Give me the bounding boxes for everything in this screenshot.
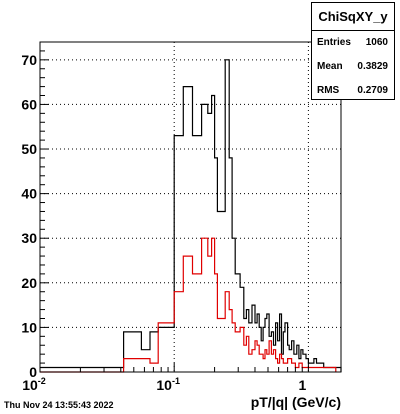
y-tick-label: 50	[21, 141, 37, 157]
x-tick-label: 10-2	[22, 376, 46, 393]
stats-entries-row: Entries 1060	[312, 31, 394, 55]
y-tick-label: 0	[29, 364, 37, 380]
y-tick-label: 10	[21, 319, 37, 335]
stats-title: ChiSqXY_y	[312, 3, 394, 31]
stats-rms-label: RMS	[317, 85, 340, 96]
x-tick-label: 1	[298, 377, 306, 393]
stats-mean-value: 0.3829	[357, 61, 388, 72]
stats-rms-row: RMS 0.2709	[312, 79, 394, 103]
stats-mean-row: Mean 0.3829	[312, 55, 394, 79]
histogram-black-series	[40, 59, 342, 372]
x-tick-label: 10-1	[156, 376, 180, 393]
histogram-red-series	[40, 237, 337, 373]
stats-rms-value: 0.2709	[357, 85, 388, 96]
histogram-series	[40, 59, 342, 373]
y-tick-label: 70	[21, 52, 37, 68]
grid-lines	[39, 42, 341, 372]
x-axis-label: pT/|q| (GeV/c)	[251, 394, 341, 410]
timestamp: Thu Nov 24 13:55:43 2022	[4, 400, 114, 410]
y-tick-label: 20	[21, 275, 37, 291]
y-tick-label: 30	[21, 230, 37, 246]
y-tick-label: 60	[21, 96, 37, 112]
stats-box: ChiSqXY_y Entries 1060 Mean 0.3829 RMS 0…	[311, 2, 395, 100]
stats-entries-label: Entries	[317, 37, 351, 48]
plot-frame	[39, 41, 342, 373]
y-tick-label: 40	[21, 186, 37, 202]
stats-entries-value: 1060	[365, 37, 388, 48]
stats-mean-label: Mean	[317, 61, 343, 72]
